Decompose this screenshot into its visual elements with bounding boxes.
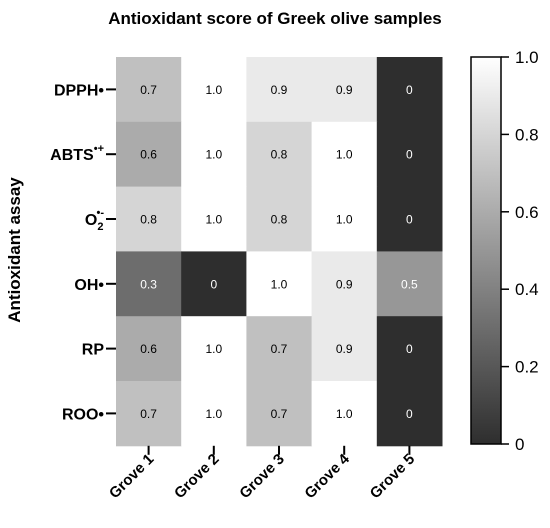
cell-value-label: 0.7 <box>271 407 288 421</box>
cell-value-label: 1.0 <box>205 407 222 421</box>
heatmap-cell <box>116 121 182 188</box>
cell-value-label: 0.9 <box>336 277 353 291</box>
heatmap-cell <box>246 186 313 252</box>
heatmap-cell <box>181 251 247 317</box>
cell-value-label: 0 <box>406 83 413 97</box>
heatmap-cell <box>246 57 313 123</box>
heatmap-cell <box>181 121 247 188</box>
heatmap-cell <box>311 121 378 188</box>
heatmap-cell <box>376 186 443 252</box>
heatmap-cell <box>246 381 313 447</box>
cell-value-label: 0.5 <box>401 277 418 291</box>
cell-value-label: 0.6 <box>140 342 157 356</box>
row-labels: DPPH• ABTS•+ O2•- OH• RP ROO• <box>50 82 116 423</box>
colorbar-tick-label: 0.6 <box>515 203 539 222</box>
heatmap-cell <box>246 316 313 382</box>
cell-value-label: 0.8 <box>140 213 157 227</box>
cell-value-label: 0.3 <box>140 277 157 291</box>
colorbar: 0 0.2 0.4 0.6 0.8 1.0 <box>470 48 539 454</box>
heatmap-cell <box>246 121 313 188</box>
cell-value-label: 0.6 <box>140 148 157 162</box>
heatmap-cell <box>116 251 182 317</box>
row-label: RP <box>82 342 105 359</box>
cell-value-label: 0 <box>406 342 413 356</box>
heatmap-cell <box>311 57 378 123</box>
colorbar-tick-label: 0 <box>515 435 524 454</box>
column-label: Grove 2 <box>171 451 223 503</box>
row-label: ROO• <box>62 406 104 423</box>
cell-value-label: 0 <box>406 213 413 227</box>
heatmap-cell <box>181 186 247 252</box>
row-label: DPPH• <box>54 82 104 99</box>
cell-value-label: 0.7 <box>140 83 157 97</box>
heatmap-cell <box>181 57 247 123</box>
column-label: Grove 4 <box>301 450 353 502</box>
heatmap-cell <box>116 381 182 447</box>
cell-value-label: 0 <box>406 407 413 421</box>
cell-value-label: 0.9 <box>336 83 353 97</box>
colorbar-tick-label: 0.4 <box>515 280 539 299</box>
heatmap-cell <box>181 381 247 447</box>
column-label: Grove 5 <box>367 451 419 503</box>
cell-value-label: 1.0 <box>205 148 222 162</box>
y-axis-label: Antioxidant assay <box>5 177 24 323</box>
cell-value-label: 0.7 <box>271 342 288 356</box>
colorbar-tick-label: 0.2 <box>515 358 539 377</box>
heatmap-cell <box>311 186 378 252</box>
colorbar-gradient <box>470 56 502 445</box>
column-label: Grove 3 <box>236 451 288 503</box>
row-label: OH• <box>74 277 104 294</box>
cell-value-label: 0 <box>406 148 413 162</box>
cell-value-label: 0.9 <box>336 342 353 356</box>
heatmap-cell <box>246 251 313 317</box>
cell-value-label: 0.8 <box>271 148 288 162</box>
cell-value-label: 1.0 <box>205 83 222 97</box>
heatmap-cell <box>311 316 378 382</box>
heatmap-cell <box>376 57 443 123</box>
cell-value-label: 1.0 <box>336 407 353 421</box>
heatmap-cells: 0.7 1.0 0.9 0.9 0 0.6 1.0 0.8 1.0 0 0.8 1.0 0.8 1.0 0 0… <box>116 57 443 447</box>
cell-value-label: 1.0 <box>205 213 222 227</box>
cell-value-label: 0.8 <box>271 213 288 227</box>
heatmap-cell <box>181 316 247 382</box>
heatmap-cell <box>311 381 378 447</box>
heatmap-cell <box>376 121 443 188</box>
heatmap-cell <box>116 57 182 123</box>
cell-value-label: 1.0 <box>205 342 222 356</box>
cell-value-label: 1.0 <box>271 277 288 291</box>
colorbar-tick-label: 0.8 <box>515 125 539 144</box>
colorbar-tick-label: 1.0 <box>515 48 539 67</box>
heatmap-cell <box>376 251 443 317</box>
heatmap-cell <box>376 316 443 382</box>
cell-value-label: 1.0 <box>336 213 353 227</box>
heatmap-cell <box>376 381 443 447</box>
heatmap-cell <box>116 186 182 252</box>
row-label: O2•- <box>85 207 104 233</box>
row-label: ABTS•+ <box>50 143 104 164</box>
column-label: Grove 1 <box>106 451 158 503</box>
heatmap-cell <box>311 251 378 317</box>
cell-value-label: 0 <box>210 277 217 291</box>
heatmap-cell <box>116 316 182 382</box>
chart-title: Antioxidant score of Greek olive samples <box>108 9 442 28</box>
cell-value-label: 1.0 <box>336 148 353 162</box>
cell-value-label: 0.7 <box>140 407 157 421</box>
column-labels: Grove 1 Grove 2 Grove 3 Grove 4 Grove 5 <box>106 445 419 503</box>
cell-value-label: 0.9 <box>271 83 288 97</box>
